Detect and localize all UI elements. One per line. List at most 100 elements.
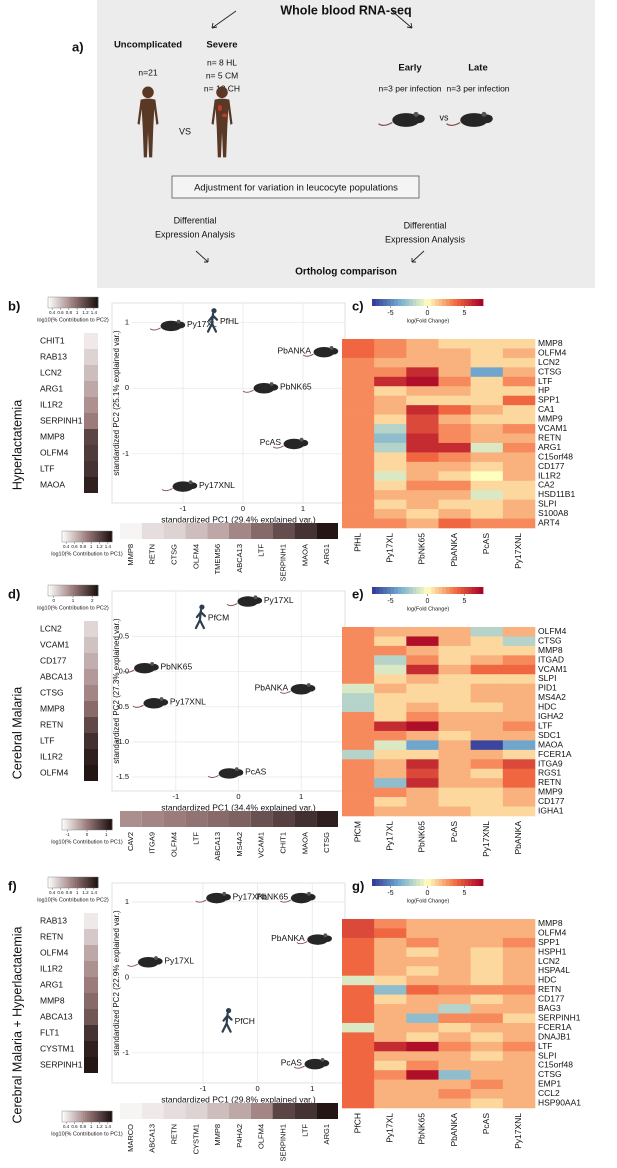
- heatmap-cell: [438, 994, 471, 1005]
- contribution-cell: [84, 349, 98, 365]
- heatmap-cell: [342, 730, 375, 741]
- row-label: C15orf48: [538, 1060, 573, 1070]
- heatmap-cell: [438, 645, 471, 656]
- gene-label: SERPINH1: [40, 415, 83, 425]
- heatmap-cell: [438, 730, 471, 741]
- heatmap-cell: [342, 1098, 375, 1109]
- contribution-cell: [84, 749, 98, 765]
- y-tick-label: 1: [125, 318, 129, 327]
- heatmap-cell: [470, 414, 504, 425]
- heatmap-cell: [406, 367, 439, 378]
- heatmap-cell: [342, 721, 375, 732]
- heatmap-cell: [342, 386, 375, 396]
- legend-gradient: [79, 585, 82, 596]
- mouse-icon: [302, 346, 339, 358]
- mouse-ear: [329, 346, 334, 350]
- contribution-cell: [84, 929, 98, 945]
- contribution-cell: [141, 523, 164, 539]
- heatmap-cell: [502, 683, 536, 694]
- heatmap-cell: [374, 348, 407, 359]
- heatmap-cell: [470, 985, 504, 995]
- legend-gradient: [97, 819, 100, 830]
- contribution-cell: [272, 1103, 295, 1119]
- legend-gradient: [427, 299, 432, 306]
- condition-label: Cerebral Malaria: [10, 687, 24, 779]
- gene-label: MAOA: [300, 832, 309, 854]
- legend-gradient: [438, 587, 443, 594]
- heatmap-cell: [438, 806, 471, 817]
- y-tick-label: -1.0: [116, 737, 129, 746]
- legend-gradient: [78, 531, 82, 542]
- mouse-ear: [253, 595, 258, 600]
- gene-label: RAB13: [40, 351, 67, 361]
- legend-gradient: [91, 819, 94, 830]
- legend-gradient: [64, 531, 67, 542]
- heatmap-cell: [470, 471, 504, 482]
- heatmap-cell: [438, 414, 471, 425]
- legend-gradient: [383, 299, 388, 306]
- heatmap-cell: [374, 339, 407, 349]
- heatmap-cell: [374, 947, 407, 958]
- heatmap-cell: [406, 1032, 439, 1043]
- gene-label: ARG1: [40, 979, 63, 989]
- tail: [195, 899, 207, 903]
- legend-gradient: [62, 531, 65, 542]
- heatmap-cell: [502, 490, 536, 500]
- heatmap-cell: [342, 1041, 375, 1052]
- heatmap-cell: [374, 490, 407, 500]
- heatmap-cell: [502, 956, 536, 967]
- legend-tick-label: 1.4: [91, 310, 98, 315]
- heatmap-cell: [374, 956, 407, 967]
- legend-gradient: [62, 297, 66, 308]
- legend-gradient: [409, 299, 414, 306]
- panel-label: f): [8, 878, 17, 893]
- heatmap-cell: [406, 1089, 439, 1099]
- mouse-body: [206, 892, 228, 904]
- heatmap-cell: [438, 683, 471, 694]
- heatmap-cell: [438, 702, 471, 713]
- head: [142, 86, 154, 99]
- mouse-body: [283, 438, 305, 450]
- heatmap-cell: [342, 1032, 375, 1043]
- heatmap-cell: [502, 471, 536, 482]
- gene-label: RAB13: [40, 915, 67, 925]
- contribution-cell: [120, 523, 142, 539]
- heatmap-cell: [374, 1013, 407, 1024]
- heatmap-cell: [502, 480, 536, 491]
- gene-label: RETN: [40, 719, 63, 729]
- point-label: PfCH: [235, 1016, 255, 1026]
- heatmap-cell: [406, 778, 439, 788]
- legend-gradient: [394, 879, 399, 886]
- point-label: PcAS: [281, 1057, 303, 1067]
- row-label: ITGA9: [538, 758, 563, 768]
- legend-gradient: [405, 587, 410, 594]
- legend-gradient: [464, 299, 469, 306]
- point-label: PbANKA: [255, 682, 289, 692]
- column-label: PbNK65: [417, 821, 427, 853]
- legend-gradient: [95, 877, 99, 888]
- heatmap-cell: [342, 405, 375, 415]
- gene-label: CTSG: [169, 544, 178, 565]
- contribution-cell: [316, 811, 338, 827]
- mouse-ear: [320, 1057, 325, 1062]
- heatmap-cell: [470, 693, 504, 703]
- heatmap-cell: [502, 985, 536, 995]
- y-tick-label: -1: [122, 1048, 129, 1057]
- heatmap-cell: [438, 749, 471, 760]
- heatmap-cell: [438, 768, 471, 779]
- mouse-ear: [154, 956, 158, 960]
- point-label: PbNK65: [257, 891, 289, 901]
- legend-tick-label: -5: [387, 890, 393, 897]
- mouse-body: [137, 957, 159, 968]
- legend-gradient: [91, 877, 95, 888]
- legend-tick-label: 1: [90, 1124, 93, 1129]
- row-label: SDC1: [538, 730, 561, 740]
- row-label: CA1: [538, 404, 555, 414]
- point-label: PcAS: [245, 767, 267, 777]
- heatmap-cell: [438, 655, 471, 666]
- legend-gradient: [70, 531, 73, 542]
- gene-label: MAOA: [300, 544, 309, 566]
- mouse-ear: [234, 767, 239, 772]
- pca-frame: [111, 882, 346, 1084]
